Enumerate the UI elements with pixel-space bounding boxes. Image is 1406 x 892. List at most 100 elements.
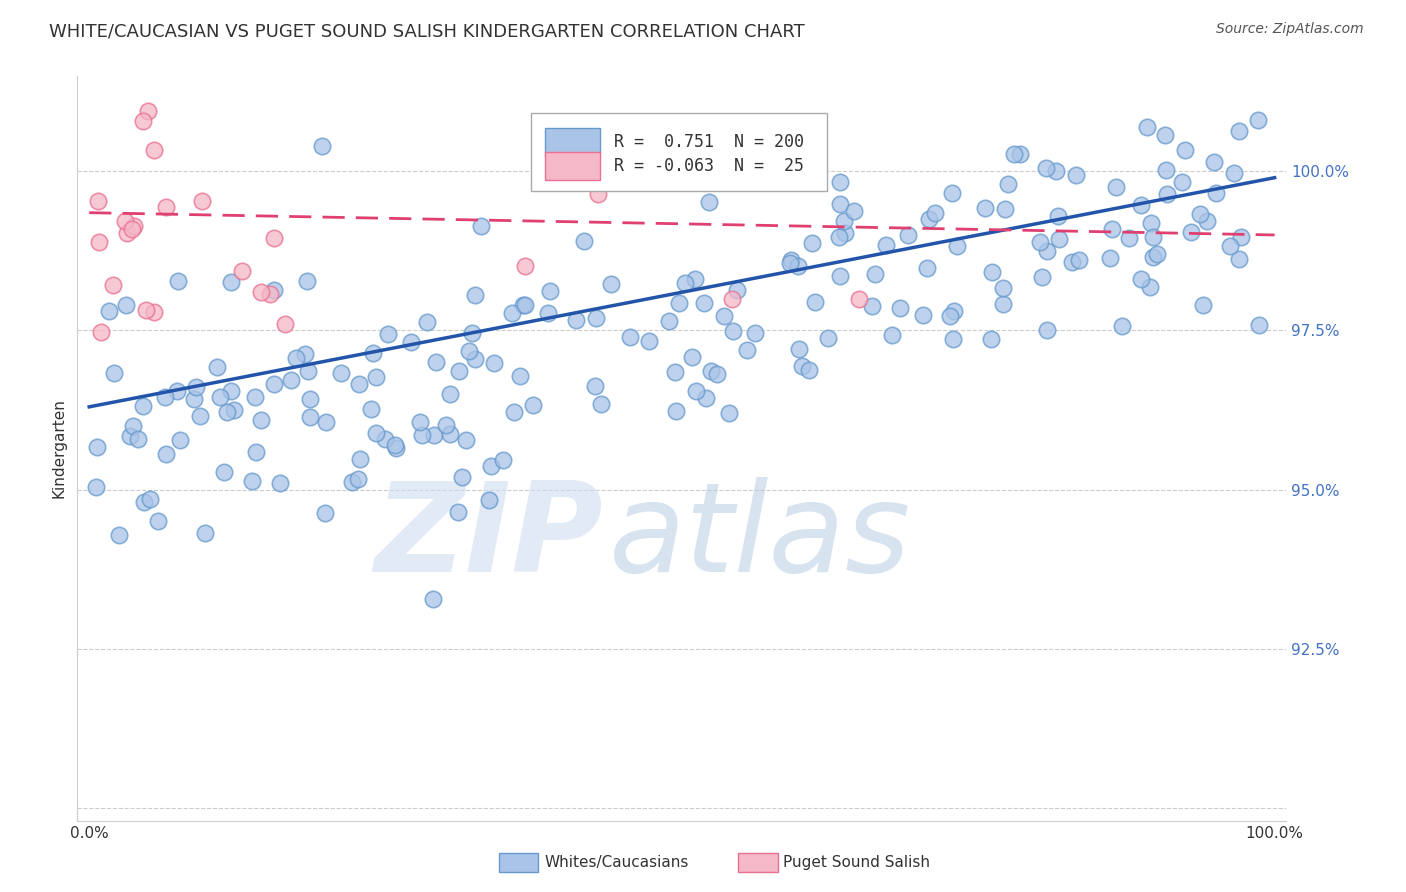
- Point: [492, 453, 515, 467]
- Point: [512, 298, 534, 312]
- Point: [997, 177, 1019, 191]
- Point: [882, 328, 904, 343]
- Point: [439, 386, 461, 401]
- Point: [564, 312, 586, 326]
- Point: [889, 301, 911, 316]
- Point: [1101, 222, 1123, 236]
- Point: [1129, 198, 1152, 212]
- Point: [943, 304, 966, 318]
- Point: [721, 292, 744, 306]
- Point: [1188, 206, 1211, 220]
- Point: [717, 406, 740, 420]
- Point: [422, 591, 444, 606]
- Point: [600, 277, 623, 292]
- Point: [86, 194, 108, 209]
- Point: [101, 278, 124, 293]
- Point: [364, 370, 387, 384]
- Point: [780, 253, 803, 268]
- Point: [299, 392, 322, 406]
- Point: [346, 472, 368, 486]
- Point: [939, 309, 962, 323]
- Point: [132, 399, 155, 413]
- Point: [374, 432, 396, 446]
- Point: [779, 255, 801, 269]
- Point: [744, 326, 766, 340]
- Point: [191, 194, 214, 208]
- Point: [166, 274, 188, 288]
- Point: [297, 363, 319, 377]
- Point: [1139, 279, 1161, 293]
- Point: [263, 376, 285, 391]
- Point: [681, 350, 703, 364]
- Text: R = -0.063  N =  25: R = -0.063 N = 25: [614, 157, 804, 175]
- Point: [1246, 113, 1268, 128]
- Point: [513, 260, 536, 274]
- Point: [1230, 229, 1253, 244]
- Point: [366, 426, 388, 441]
- Point: [1227, 124, 1250, 138]
- Point: [503, 405, 526, 419]
- Point: [84, 480, 107, 494]
- Point: [299, 409, 322, 424]
- Text: Source: ZipAtlas.com: Source: ZipAtlas.com: [1216, 22, 1364, 37]
- Point: [127, 432, 149, 446]
- Point: [294, 347, 316, 361]
- Point: [342, 475, 364, 489]
- Point: [1154, 128, 1177, 142]
- Point: [1142, 250, 1164, 264]
- Point: [1029, 235, 1052, 250]
- Point: [830, 196, 852, 211]
- Text: Puget Sound Salish: Puget Sound Salish: [783, 855, 931, 870]
- Point: [250, 285, 273, 299]
- Point: [470, 219, 492, 233]
- Point: [329, 367, 352, 381]
- Point: [1136, 120, 1159, 135]
- Point: [993, 297, 1015, 311]
- Point: [118, 428, 141, 442]
- Point: [478, 492, 501, 507]
- Point: [143, 304, 166, 318]
- Point: [1202, 154, 1225, 169]
- Point: [1192, 298, 1215, 312]
- Point: [828, 269, 851, 284]
- Point: [1002, 147, 1025, 161]
- Point: [263, 283, 285, 297]
- Point: [284, 351, 307, 365]
- Point: [311, 139, 333, 153]
- Point: [146, 514, 169, 528]
- Point: [706, 367, 728, 381]
- Point: [1031, 269, 1053, 284]
- Point: [668, 296, 690, 310]
- Point: [219, 275, 242, 289]
- Text: atlas: atlas: [609, 477, 911, 599]
- Point: [799, 363, 821, 377]
- Point: [685, 384, 707, 398]
- Point: [941, 186, 963, 200]
- Point: [994, 202, 1017, 217]
- Point: [1174, 143, 1197, 157]
- Point: [787, 259, 810, 273]
- Point: [263, 231, 285, 245]
- Point: [673, 277, 696, 291]
- Point: [186, 380, 208, 394]
- Point: [205, 359, 228, 374]
- Point: [131, 114, 153, 128]
- Point: [212, 466, 235, 480]
- Point: [917, 212, 939, 227]
- Point: [269, 476, 291, 491]
- Point: [219, 384, 242, 399]
- Point: [117, 226, 139, 240]
- Point: [447, 505, 470, 519]
- Point: [139, 491, 162, 506]
- Point: [416, 315, 439, 329]
- Point: [522, 398, 544, 412]
- Point: [1036, 323, 1059, 337]
- Point: [188, 409, 211, 423]
- Point: [86, 440, 108, 454]
- Point: [97, 304, 120, 318]
- Point: [399, 334, 422, 349]
- Point: [295, 274, 318, 288]
- Point: [619, 330, 641, 344]
- Point: [121, 222, 143, 236]
- Point: [464, 352, 486, 367]
